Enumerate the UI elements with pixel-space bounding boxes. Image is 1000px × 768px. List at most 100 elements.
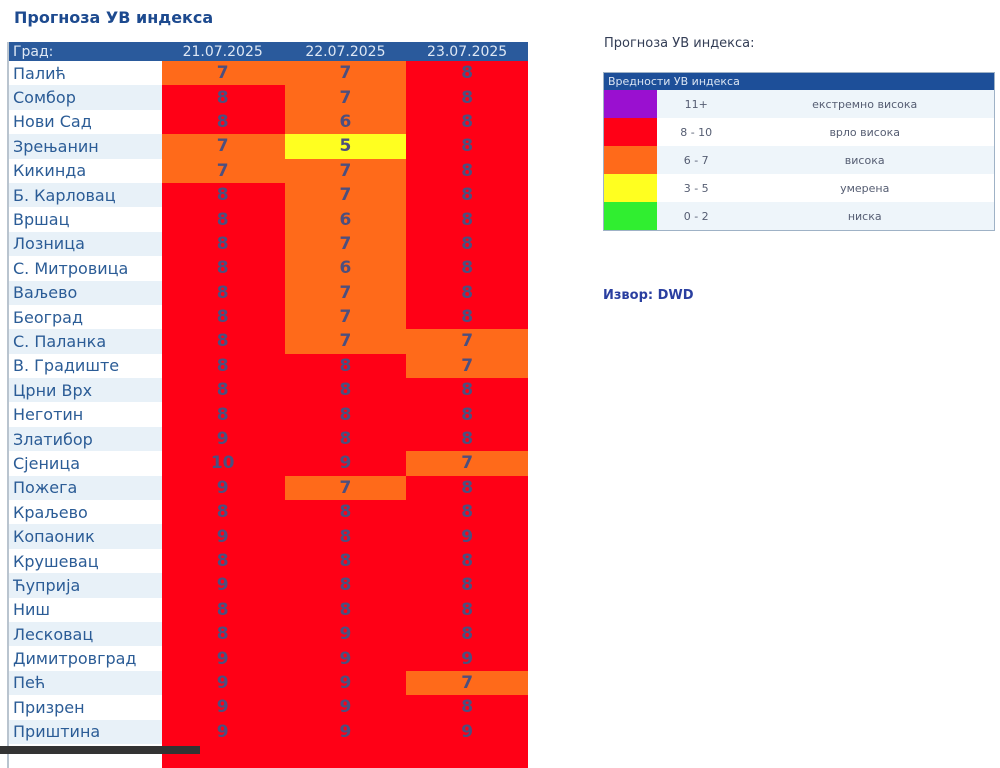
city-name: В. Градиште [8, 353, 162, 379]
legend-row: 6 - 7 висока [603, 146, 995, 174]
uv-value-cell: 8 [406, 426, 528, 452]
city-name: Кикинда [8, 158, 162, 183]
uv-value-cell: 10 [161, 451, 285, 476]
uv-value-cell: 7 [284, 475, 407, 501]
uv-value-cell: 8 [284, 426, 407, 452]
city-name: Краљево [8, 500, 162, 525]
legend-range: 8 - 10 [680, 125, 713, 139]
city-name: С. Паланка [8, 329, 162, 354]
uv-value-cell: 8 [161, 207, 285, 232]
legend-swatch [603, 90, 657, 118]
table-row: Златибор 9 8 8 [8, 426, 528, 452]
legend-row: 11+ екстремно висока [603, 90, 995, 118]
uv-legend: Вредности УВ индекса 11+ екстремно висока… [603, 72, 995, 231]
legend-label: ниска [735, 202, 995, 231]
city-name: Димитровград [8, 646, 162, 671]
city-name: Пећ [8, 670, 162, 696]
uv-value-cell: 9 [161, 719, 285, 744]
uv-value-cell: 8 [161, 378, 285, 403]
uv-value-cell: 6 [284, 256, 407, 281]
uv-value-cell: 8 [406, 621, 528, 647]
city-name: Б. Карловац [8, 182, 162, 208]
legend-swatch [603, 146, 657, 174]
uv-value-cell: 8 [161, 329, 285, 354]
uv-value-cell: 8 [406, 500, 528, 525]
uv-value-cell: 8 [406, 85, 528, 110]
city-name: Зрењанин [8, 134, 162, 159]
table-row: В. Градиште 8 8 7 [8, 353, 528, 379]
uv-value-cell: 8 [161, 621, 285, 647]
legend-row: 3 - 5 умерена [603, 174, 995, 202]
table-row: Вршац 8 6 8 [8, 207, 528, 232]
header-city: Град: [8, 42, 162, 61]
uv-value-cell: 8 [406, 304, 528, 330]
table-row: Палић 7 7 8 [8, 61, 528, 86]
city-name: Лозница [8, 231, 162, 257]
legend-label: врло висока [829, 125, 900, 139]
table-row: Кикинда 7 7 8 [8, 158, 528, 183]
uv-value-cell: 7 [284, 280, 407, 305]
uv-value-cell: 9 [161, 524, 285, 549]
uv-value-cell: 9 [284, 719, 407, 744]
header-date: 22.07.2025 [284, 42, 407, 61]
uv-value-cell: 8 [161, 109, 285, 135]
city-name: Пожега [8, 475, 162, 501]
uv-value-cell: 8 [284, 378, 407, 403]
uv-value-cell: 6 [284, 109, 407, 135]
uv-value-cell: 7 [284, 182, 407, 208]
table-row: Краљево 8 8 8 [8, 500, 528, 525]
uv-value-cell: 8 [406, 134, 528, 159]
uv-value-cell: 7 [284, 158, 407, 183]
uv-value-cell: 5 [284, 134, 407, 159]
uv-value-cell: 9 [406, 646, 528, 671]
legend-label: висока [735, 146, 995, 174]
uv-value-cell: 9 [284, 670, 407, 696]
uv-value-cell: 8 [284, 353, 407, 379]
city-name: Нови Сад [8, 109, 162, 135]
uv-value-cell: 8 [406, 402, 528, 427]
city-name: Златибор [8, 426, 162, 452]
table-row: Пожега 9 7 8 [8, 475, 528, 501]
legend-header: Вредности УВ индекса [603, 72, 995, 90]
table-row: Лозница 8 7 8 [8, 231, 528, 257]
legend-range: 6 - 7 [657, 146, 736, 174]
uv-value-cell: 7 [406, 451, 528, 476]
legend-range: 11+ [657, 90, 736, 118]
table-row: Призрен 9 9 8 [8, 695, 528, 720]
city-name: Копаоник [8, 524, 162, 549]
uv-value-cell: 9 [284, 695, 407, 720]
uv-value-cell: 8 [284, 500, 407, 525]
city-name: Лесковац [8, 621, 162, 647]
table-row: Сомбор 8 7 8 [8, 85, 528, 110]
table-row: Ваљево 8 7 8 [8, 280, 528, 305]
uv-value-cell: 9 [161, 426, 285, 452]
uv-value-cell: 7 [284, 329, 407, 354]
table-row: Лесковац 8 9 8 [8, 621, 528, 647]
uv-value-cell: 8 [161, 500, 285, 525]
uv-value-cell: 9 [284, 451, 407, 476]
legend-range: 3 - 5 [683, 181, 709, 195]
uv-value-cell: 8 [406, 109, 528, 135]
uv-value-cell: 7 [406, 329, 528, 354]
city-name: Палић [8, 61, 162, 86]
uv-value-cell: 6 [284, 207, 407, 232]
uv-value-cell: 7 [406, 353, 528, 379]
city-name: Крушевац [8, 548, 162, 574]
uv-value-cell: 8 [161, 280, 285, 305]
uv-value-cell: 7 [161, 158, 285, 183]
city-name: Сомбор [8, 85, 162, 110]
uv-value-cell: 8 [161, 231, 285, 257]
uv-value-cell: 8 [406, 597, 528, 622]
table-row: Ниш 8 8 8 [8, 597, 528, 622]
legend-row: 0 - 2 ниска [603, 202, 995, 231]
uv-value-cell: 9 [284, 621, 407, 647]
uv-value-cell: 9 [284, 646, 407, 671]
city-name: Ниш [8, 597, 162, 622]
legend-label: умерена [840, 181, 890, 195]
table-row: Сјеница 10 9 7 [8, 451, 528, 476]
uv-value-cell: 9 [161, 475, 285, 501]
uv-value-cell: 8 [284, 548, 407, 574]
legend-range: 0 - 2 [657, 202, 736, 231]
city-name: Црни Врх [8, 378, 162, 403]
uv-value-cell: 8 [161, 402, 285, 427]
